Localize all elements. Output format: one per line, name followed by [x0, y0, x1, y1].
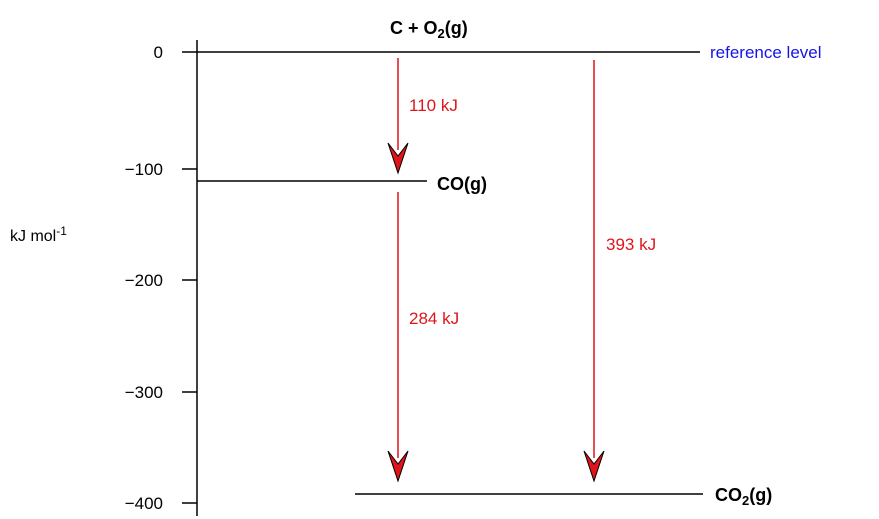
intermediate-label: CO(g) — [437, 174, 487, 194]
arrow-284 — [387, 192, 409, 483]
arrow-110 — [387, 58, 409, 175]
products-label: CO2(g) — [715, 485, 772, 508]
arrow-label-110: 110 kJ — [409, 96, 458, 115]
reactants-label: C + O2(g) — [390, 18, 468, 41]
arrow-label-284: 284 kJ — [409, 309, 459, 328]
tick-label-400: −400 — [125, 494, 163, 513]
reactants-label-sub: 2 — [438, 26, 445, 41]
arrow-label-393: 393 kJ — [606, 235, 656, 254]
products-label-main: CO — [715, 485, 742, 505]
reactants-label-state: (g) — [445, 18, 468, 38]
axis-unit-exponent: -1 — [56, 224, 67, 238]
tick-label-0: 0 — [154, 43, 163, 62]
tick-label-100: −100 — [125, 160, 163, 179]
products-label-sub: 2 — [742, 493, 749, 508]
reference-level-label: reference level — [710, 43, 822, 62]
axis-unit-main: kJ mol — [10, 228, 56, 245]
products-label-state: (g) — [749, 485, 772, 505]
tick-label-200: −200 — [125, 271, 163, 290]
axis-unit-label: kJ mol-1 — [10, 224, 67, 245]
arrow-393 — [583, 60, 605, 483]
reactants-label-main: C + O — [390, 18, 438, 38]
tick-label-300: −300 — [125, 383, 163, 402]
